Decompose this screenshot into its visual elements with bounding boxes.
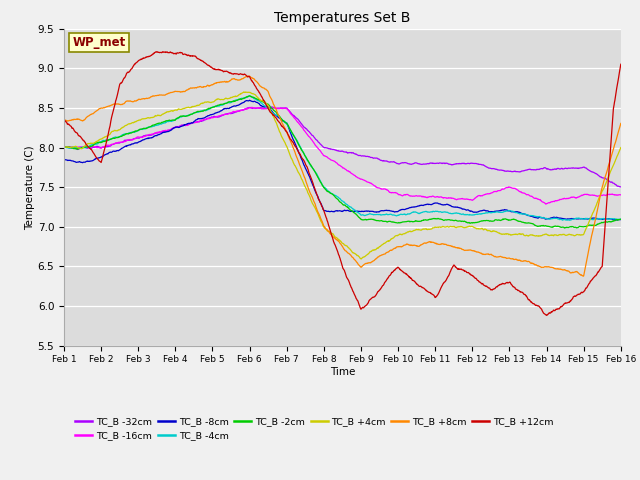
TC_B +8cm [245,73,253,79]
TC_B -8cm [246,97,253,103]
TC_B -8cm [103,151,111,156]
TC_B +8cm [126,98,134,104]
TC_B -32cm [268,104,276,110]
TC_B +12cm [103,136,111,142]
TC_B +4cm [308,200,316,206]
TC_B +12cm [378,285,385,291]
TC_B -16cm [378,186,385,192]
TC_B -8cm [308,180,316,186]
TC_B +12cm [308,178,316,184]
TC_B -2cm [617,216,625,222]
TC_B -4cm [566,217,573,223]
TC_B -16cm [60,144,68,150]
TC_B +12cm [617,61,625,67]
TC_B -16cm [297,123,305,129]
TC_B -16cm [542,201,550,207]
TC_B -4cm [126,130,134,136]
TC_B -16cm [318,151,326,156]
TC_B -16cm [617,192,625,198]
TC_B -4cm [617,216,625,222]
Line: TC_B -2cm: TC_B -2cm [64,96,621,228]
TC_B -2cm [246,93,253,99]
TC_B -32cm [126,137,134,143]
TC_B -4cm [308,165,316,170]
TC_B -8cm [613,217,621,223]
TC_B -32cm [308,132,316,138]
TC_B +12cm [152,49,160,55]
TC_B -32cm [103,144,111,149]
TC_B -8cm [617,216,625,222]
TC_B -4cm [297,144,305,150]
Line: TC_B -4cm: TC_B -4cm [64,96,621,220]
Line: TC_B -32cm: TC_B -32cm [64,107,621,187]
TC_B +4cm [357,256,365,262]
TC_B +4cm [103,133,111,139]
TC_B -2cm [126,131,134,136]
TC_B -2cm [297,145,305,151]
TC_B +8cm [378,252,385,258]
TC_B +12cm [318,204,326,210]
TC_B -2cm [308,165,316,170]
TC_B -8cm [60,156,68,162]
TC_B -4cm [103,137,111,143]
Line: TC_B +12cm: TC_B +12cm [64,52,621,315]
TC_B -32cm [318,143,326,149]
TC_B -8cm [297,154,305,160]
TC_B +12cm [60,117,68,123]
Line: TC_B +4cm: TC_B +4cm [64,92,621,259]
TC_B -2cm [561,225,568,231]
TC_B -16cm [248,104,256,110]
TC_B -16cm [103,142,111,148]
TC_B +12cm [126,69,134,74]
TC_B -32cm [617,184,625,190]
Title: Temperatures Set B: Temperatures Set B [274,11,411,25]
TC_B +8cm [617,120,625,126]
Line: TC_B -8cm: TC_B -8cm [64,100,621,220]
TC_B -2cm [378,218,385,224]
TC_B +4cm [240,89,248,95]
TC_B -8cm [378,208,385,214]
TC_B -32cm [378,157,385,163]
TC_B -4cm [60,144,68,150]
Text: WP_met: WP_met [72,36,125,49]
TC_B +4cm [617,145,625,151]
TC_B +4cm [60,144,68,150]
Y-axis label: Temperature (C): Temperature (C) [25,145,35,229]
TC_B -8cm [318,204,326,209]
TC_B +8cm [579,273,587,279]
TC_B +4cm [126,121,134,127]
TC_B -32cm [60,144,68,150]
TC_B +8cm [60,117,68,123]
TC_B -4cm [318,182,326,188]
TC_B -16cm [126,137,134,143]
TC_B +8cm [297,164,305,170]
Line: TC_B -16cm: TC_B -16cm [64,107,621,204]
TC_B +12cm [297,153,305,158]
X-axis label: Time: Time [330,367,355,377]
TC_B -8cm [126,142,134,148]
TC_B +4cm [318,220,326,226]
TC_B +8cm [318,218,326,224]
TC_B +4cm [297,174,305,180]
TC_B -32cm [297,120,305,126]
TC_B +4cm [378,242,385,248]
TC_B -2cm [60,144,68,150]
Line: TC_B +8cm: TC_B +8cm [64,76,621,276]
TC_B -4cm [246,93,253,99]
TC_B -2cm [318,182,326,188]
Legend: TC_B -32cm, TC_B -16cm, TC_B -8cm, TC_B -4cm, TC_B -2cm, TC_B +4cm, TC_B +8cm, T: TC_B -32cm, TC_B -16cm, TC_B -8cm, TC_B … [72,414,557,444]
TC_B -2cm [103,138,111,144]
TC_B -4cm [378,212,385,218]
TC_B -16cm [308,137,316,143]
TC_B +12cm [543,312,550,318]
TC_B +8cm [308,194,316,200]
TC_B +8cm [103,104,111,109]
